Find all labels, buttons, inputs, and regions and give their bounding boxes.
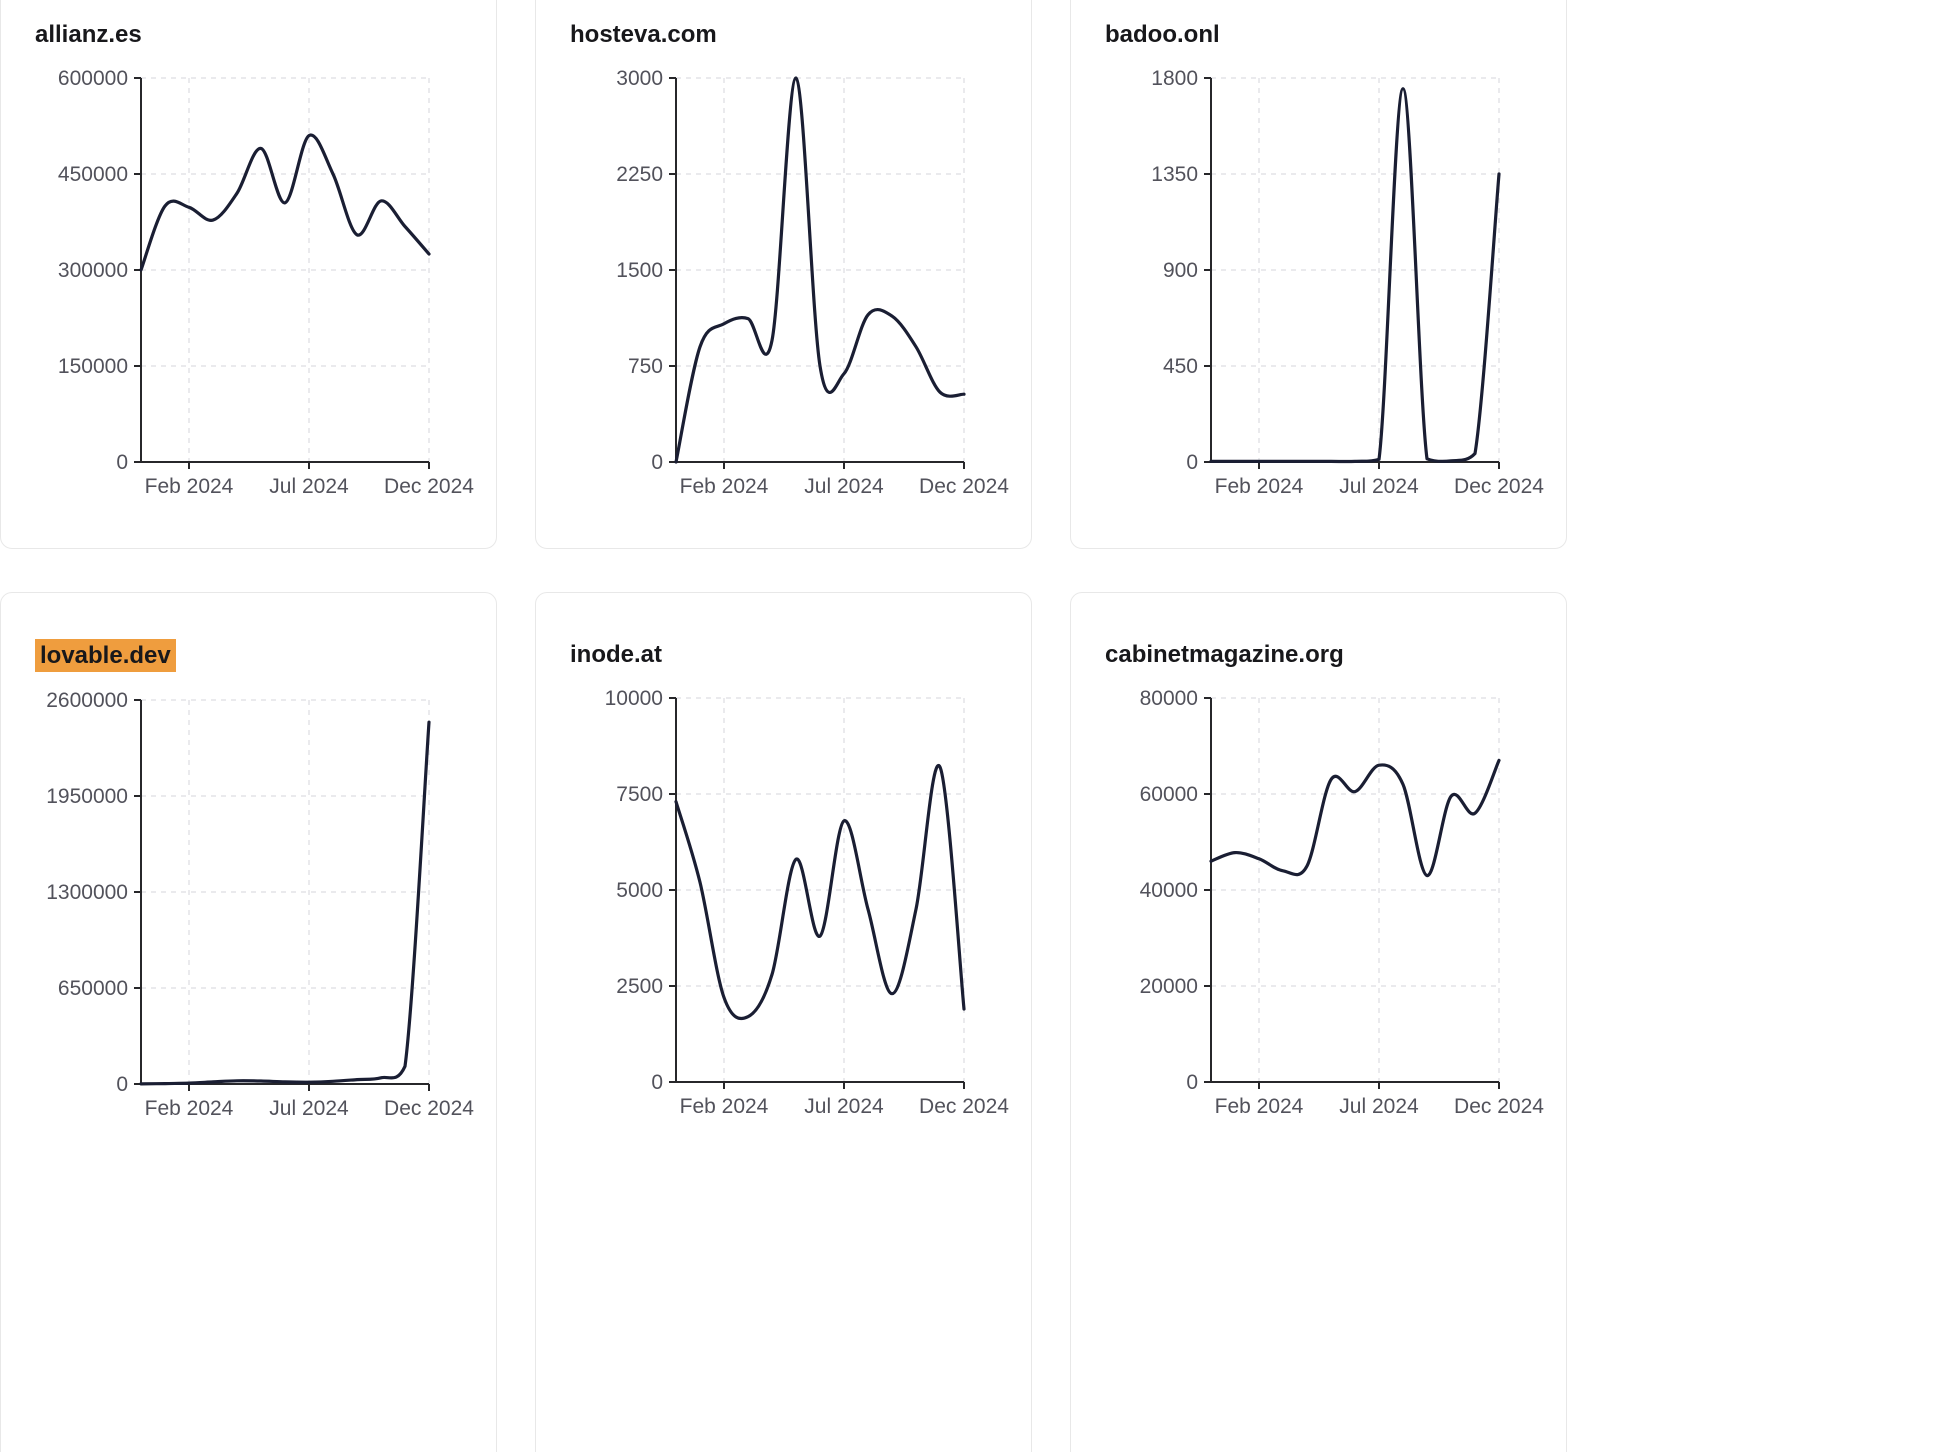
svg-text:0: 0 xyxy=(116,1073,128,1096)
svg-text:0: 0 xyxy=(116,451,128,474)
svg-text:Dec 2024: Dec 2024 xyxy=(1454,1095,1544,1118)
domain-title-text: hosteva.com xyxy=(570,21,717,48)
svg-text:Feb 2024: Feb 2024 xyxy=(680,1095,769,1118)
svg-text:300000: 300000 xyxy=(58,259,128,282)
svg-text:1800: 1800 xyxy=(1151,67,1198,90)
svg-text:650000: 650000 xyxy=(58,977,128,1000)
domain-title-text: cabinetmagazine.org xyxy=(1105,641,1344,668)
domain-title: hosteva.com xyxy=(570,19,1005,50)
domain-title: inode.at xyxy=(570,639,1005,670)
domain-card: cabinetmagazine.org 0 20000 40000 60000 8000… xyxy=(1070,592,1567,1452)
domain-card: hosteva.com 0 750 1500 2250 3000 Feb 2024 Jul … xyxy=(535,0,1032,549)
traffic-chart: 0 750 1500 2250 3000 Feb 2024 Jul 2024 Dec 2024 xyxy=(570,60,1010,510)
domain-title-text: allianz.es xyxy=(35,21,142,48)
svg-text:600000: 600000 xyxy=(58,67,128,90)
line-chart-svg: 0 650000 1300000 1950000 2600000 Feb 2024 Jul … xyxy=(46,689,474,1120)
svg-text:7500: 7500 xyxy=(616,783,663,806)
domain-card: lovable.dev 0 650000 1300000 1950000 2600000… xyxy=(0,592,497,1452)
svg-text:Jul 2024: Jul 2024 xyxy=(804,1095,884,1118)
svg-text:0: 0 xyxy=(651,451,663,474)
svg-text:Jul 2024: Jul 2024 xyxy=(1339,475,1419,498)
svg-text:0: 0 xyxy=(1186,451,1198,474)
svg-text:900: 900 xyxy=(1163,259,1198,282)
domain-title-text: badoo.onl xyxy=(1105,21,1220,48)
svg-text:Feb 2024: Feb 2024 xyxy=(1215,475,1304,498)
svg-text:Dec 2024: Dec 2024 xyxy=(919,475,1009,498)
svg-text:2500: 2500 xyxy=(616,975,663,998)
svg-text:450: 450 xyxy=(1163,355,1198,378)
svg-text:Jul 2024: Jul 2024 xyxy=(269,1097,349,1120)
line-chart-svg: 0 20000 40000 60000 80000 Feb 2024 Jul 2024 Dec… xyxy=(1140,687,1545,1118)
traffic-chart: 0 20000 40000 60000 80000 Feb 2024 Jul 2024 Dec… xyxy=(1105,680,1545,1130)
line-chart-svg: 0 150000 300000 450000 600000 Feb 2024 Jul 202… xyxy=(58,67,474,498)
domain-title: cabinetmagazine.org xyxy=(1105,639,1540,670)
svg-text:Jul 2024: Jul 2024 xyxy=(269,475,349,498)
svg-text:Dec 2024: Dec 2024 xyxy=(384,1097,474,1120)
svg-text:1300000: 1300000 xyxy=(46,881,128,904)
line-chart-svg: 0 450 900 1350 1800 Feb 2024 Jul 2024 Dec 2024 xyxy=(1151,67,1544,498)
svg-text:Feb 2024: Feb 2024 xyxy=(145,475,234,498)
domain-card: allianz.es 0 150000 300000 450000 600000 Feb … xyxy=(0,0,497,549)
svg-text:1950000: 1950000 xyxy=(46,785,128,808)
svg-text:Dec 2024: Dec 2024 xyxy=(919,1095,1009,1118)
line-chart-svg: 0 750 1500 2250 3000 Feb 2024 Jul 2024 Dec 2024 xyxy=(616,67,1009,498)
svg-text:150000: 150000 xyxy=(58,355,128,378)
svg-text:1350: 1350 xyxy=(1151,163,1198,186)
domain-title-text: inode.at xyxy=(570,641,663,668)
svg-text:Feb 2024: Feb 2024 xyxy=(1215,1095,1304,1118)
svg-text:Jul 2024: Jul 2024 xyxy=(804,475,884,498)
svg-text:60000: 60000 xyxy=(1140,783,1198,806)
svg-text:20000: 20000 xyxy=(1140,975,1198,998)
svg-text:2250: 2250 xyxy=(616,163,663,186)
domain-title: lovable.dev xyxy=(35,639,470,673)
svg-text:Jul 2024: Jul 2024 xyxy=(1339,1095,1419,1118)
line-chart-svg: 0 2500 5000 7500 10000 Feb 2024 Jul 2024 Dec 20… xyxy=(605,687,1010,1118)
domain-card: badoo.onl 0 450 900 1350 1800 Feb 2024 Jul 202… xyxy=(1070,0,1567,549)
domain-title: badoo.onl xyxy=(1105,19,1540,50)
svg-text:Feb 2024: Feb 2024 xyxy=(680,475,769,498)
svg-text:Dec 2024: Dec 2024 xyxy=(1454,475,1544,498)
svg-text:5000: 5000 xyxy=(616,879,663,902)
traffic-chart: 0 450 900 1350 1800 Feb 2024 Jul 2024 Dec 2024 xyxy=(1105,60,1545,510)
svg-text:Feb 2024: Feb 2024 xyxy=(145,1097,234,1120)
svg-text:450000: 450000 xyxy=(58,163,128,186)
domain-card: inode.at 0 2500 5000 7500 10000 Feb 2024 Jul 2… xyxy=(535,592,1032,1452)
svg-text:80000: 80000 xyxy=(1140,687,1198,710)
charts-grid: allianz.es 0 150000 300000 450000 600000 Feb … xyxy=(0,0,1567,1452)
svg-text:0: 0 xyxy=(1186,1071,1198,1094)
svg-text:2600000: 2600000 xyxy=(46,689,128,712)
svg-text:1500: 1500 xyxy=(616,259,663,282)
domain-title: allianz.es xyxy=(35,19,470,50)
svg-text:750: 750 xyxy=(628,355,663,378)
svg-text:3000: 3000 xyxy=(616,67,663,90)
svg-text:0: 0 xyxy=(651,1071,663,1094)
traffic-chart: 0 150000 300000 450000 600000 Feb 2024 Jul 202… xyxy=(35,60,475,510)
domain-title-text: lovable.dev xyxy=(35,639,176,673)
svg-text:40000: 40000 xyxy=(1140,879,1198,902)
svg-text:Dec 2024: Dec 2024 xyxy=(384,475,474,498)
traffic-chart: 0 2500 5000 7500 10000 Feb 2024 Jul 2024 Dec 20… xyxy=(570,680,1010,1130)
traffic-chart: 0 650000 1300000 1950000 2600000 Feb 2024 Jul … xyxy=(35,682,475,1132)
svg-text:10000: 10000 xyxy=(605,687,663,710)
